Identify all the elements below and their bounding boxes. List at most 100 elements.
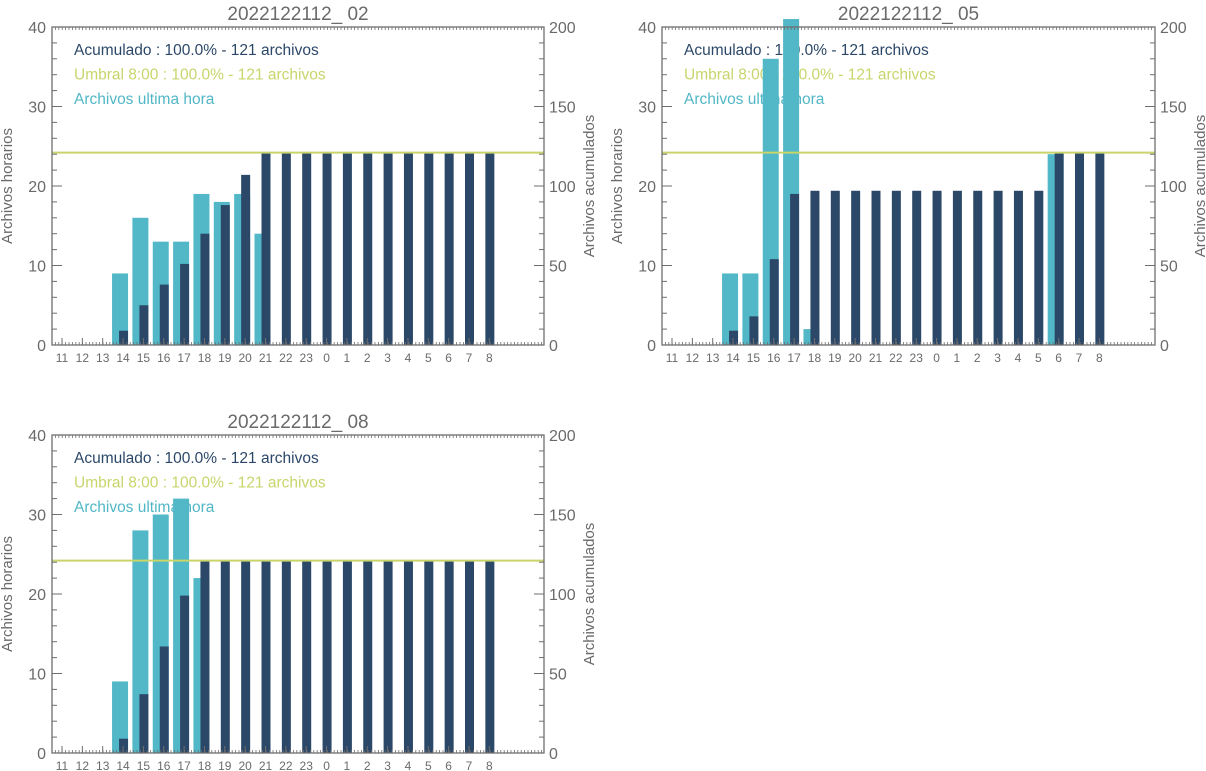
legend-entry-hourly: Archivos ultima hora xyxy=(74,499,215,516)
x-tick-label: 18 xyxy=(198,759,212,771)
x-tick-label: 18 xyxy=(808,351,822,365)
cumulative-bar xyxy=(973,190,983,345)
y2-tick-label: 150 xyxy=(549,100,576,117)
cumulative-bar xyxy=(790,193,800,345)
cumulative-bar xyxy=(444,152,454,345)
cumulative-bar xyxy=(200,560,210,753)
cumulative-bar xyxy=(241,560,251,753)
x-tick-label: 3 xyxy=(994,351,1001,365)
x-tick-label: 18 xyxy=(198,351,212,365)
x-tick-label: 23 xyxy=(300,759,314,771)
x-tick-label: 8 xyxy=(486,759,493,771)
y-tick-label: 0 xyxy=(37,746,46,763)
cumulative-bar xyxy=(200,233,210,345)
x-tick-label: 13 xyxy=(96,351,110,365)
cumulative-bar xyxy=(485,560,495,753)
cumulative-bar xyxy=(241,174,251,345)
x-tick-label: 6 xyxy=(445,759,452,771)
x-tick-label: 17 xyxy=(177,351,191,365)
x-tick-label: 2 xyxy=(974,351,981,365)
x-tick-label: 17 xyxy=(787,351,801,365)
y2-axis-label: Archivos acumulados xyxy=(581,523,598,666)
cumulative-bar xyxy=(261,560,271,753)
chart-title: 2022122112_ 02 xyxy=(227,4,368,25)
cumulative-bar xyxy=(912,190,922,345)
cumulative-bar xyxy=(769,259,779,345)
x-tick-label: 19 xyxy=(218,351,232,365)
legend-entry-threshold: Umbral 8:00 : 100.0% - 121 archivos xyxy=(74,475,326,492)
y-tick-label: 40 xyxy=(28,428,46,445)
y-tick-label: 0 xyxy=(647,338,656,355)
y-tick-label: 30 xyxy=(638,100,656,117)
cumulative-bar xyxy=(220,560,230,753)
cumulative-bar xyxy=(159,646,169,753)
legend-entry-cumulative: Acumulado : 100.0% - 121 archivos xyxy=(74,450,319,467)
x-tick-label: 23 xyxy=(910,351,924,365)
cumulative-bar xyxy=(851,190,861,345)
cumulative-bar xyxy=(139,305,149,345)
x-tick-label: 17 xyxy=(177,759,191,771)
x-tick-label: 2 xyxy=(364,759,371,771)
y2-tick-label: 100 xyxy=(549,587,576,604)
x-tick-label: 22 xyxy=(889,351,903,365)
y2-tick-label: 100 xyxy=(549,179,576,196)
x-tick-label: 5 xyxy=(425,351,432,365)
cumulative-bar xyxy=(322,560,332,753)
x-tick-label: 2 xyxy=(364,351,371,365)
y-tick-label: 20 xyxy=(28,179,46,196)
cumulative-bar xyxy=(444,560,454,753)
y2-tick-label: 50 xyxy=(1160,259,1178,276)
cumulative-bar xyxy=(363,152,373,345)
x-tick-label: 21 xyxy=(259,759,273,771)
chart-title: 2022122112_ 08 xyxy=(227,412,368,433)
x-tick-label: 3 xyxy=(384,759,391,771)
cumulative-bar xyxy=(220,205,230,345)
cumulative-bar xyxy=(342,152,352,345)
x-tick-label: 0 xyxy=(933,351,940,365)
cumulative-bar xyxy=(891,190,901,345)
y-axis-label: Archivos horarios xyxy=(609,128,626,244)
cumulative-bar xyxy=(383,560,393,753)
y2-tick-label: 50 xyxy=(549,259,567,276)
y2-tick-label: 200 xyxy=(549,428,576,445)
x-tick-label: 13 xyxy=(706,351,720,365)
cumulative-bar xyxy=(952,190,962,345)
x-tick-label: 5 xyxy=(425,759,432,771)
cumulative-bar xyxy=(932,190,942,345)
cumulative-bar xyxy=(1054,152,1064,345)
cumulative-bar xyxy=(159,284,169,345)
legend-entry-hourly: Archivos ultima hora xyxy=(74,91,215,108)
cumulative-bar xyxy=(871,190,881,345)
cumulative-bar xyxy=(322,152,332,345)
cumulative-bar xyxy=(485,152,495,345)
y2-tick-label: 150 xyxy=(1160,100,1187,117)
y-axis-label: Archivos horarios xyxy=(0,536,16,652)
cumulative-bar xyxy=(1013,190,1023,345)
x-tick-label: 11 xyxy=(56,759,69,771)
cumulative-bar xyxy=(342,560,352,753)
cumulative-bar xyxy=(1034,190,1044,345)
y-tick-label: 40 xyxy=(28,20,46,37)
x-tick-label: 20 xyxy=(848,351,862,365)
x-tick-label: 0 xyxy=(323,351,330,365)
x-tick-label: 6 xyxy=(445,351,452,365)
cumulative-bar xyxy=(180,595,190,753)
y2-tick-label: 150 xyxy=(549,508,576,525)
x-tick-label: 12 xyxy=(686,351,700,365)
hourly-bar xyxy=(112,273,129,345)
x-tick-label: 5 xyxy=(1035,351,1042,365)
x-tick-label: 12 xyxy=(76,351,90,365)
legend-entry-cumulative: Acumulado : 100.0% - 121 archivos xyxy=(684,42,929,59)
x-tick-label: 6 xyxy=(1055,351,1062,365)
x-tick-label: 13 xyxy=(96,759,110,771)
x-tick-label: 7 xyxy=(466,759,473,771)
cumulative-bar xyxy=(281,560,291,753)
x-tick-label: 20 xyxy=(238,351,252,365)
x-tick-label: 19 xyxy=(218,759,232,771)
y-tick-label: 0 xyxy=(37,338,46,355)
x-tick-label: 12 xyxy=(76,759,90,771)
y2-tick-label: 0 xyxy=(1160,338,1169,355)
cumulative-bar xyxy=(810,190,820,345)
cumulative-bar xyxy=(465,560,474,753)
